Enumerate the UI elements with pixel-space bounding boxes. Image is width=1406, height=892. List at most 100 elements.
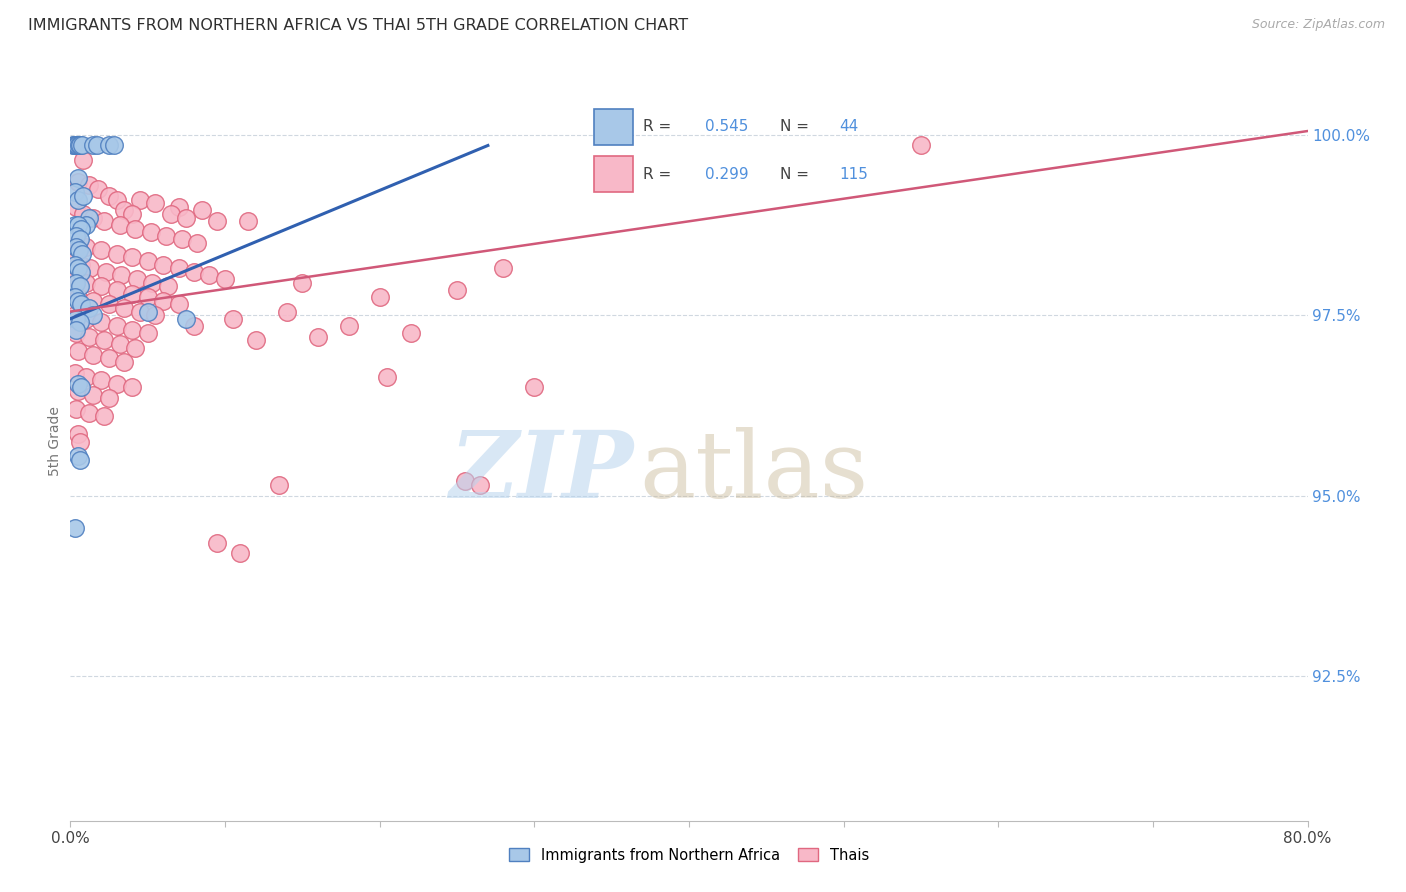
Point <box>124 341 146 355</box>
Point <box>121 286 143 301</box>
Point <box>90 279 112 293</box>
Point <box>77 211 100 225</box>
Point <box>70 221 93 235</box>
Point <box>63 366 86 380</box>
Point <box>67 449 90 463</box>
Point <box>93 334 115 348</box>
Point <box>174 211 197 225</box>
Point <box>70 265 93 279</box>
Point <box>75 218 97 232</box>
Point <box>110 268 132 283</box>
Point <box>152 258 174 272</box>
Point <box>124 221 146 235</box>
Point <box>65 138 87 153</box>
Point <box>67 138 90 153</box>
Point <box>98 297 120 311</box>
Point <box>69 232 91 246</box>
Point <box>121 207 143 221</box>
Point <box>103 138 125 153</box>
Text: ZIP: ZIP <box>449 427 633 516</box>
Point <box>377 369 399 384</box>
Point <box>229 546 252 560</box>
Point <box>63 218 86 232</box>
Point <box>82 211 105 225</box>
Point <box>207 214 229 228</box>
Point <box>183 265 205 279</box>
Point <box>368 290 391 304</box>
Point <box>82 293 105 308</box>
Point <box>65 402 87 417</box>
Point <box>470 478 492 492</box>
Point <box>523 380 546 394</box>
Point <box>87 182 110 196</box>
Point <box>65 272 87 286</box>
Point <box>139 225 162 239</box>
Point <box>276 304 298 318</box>
Point <box>75 276 97 290</box>
Point <box>198 268 221 283</box>
Point <box>155 228 177 243</box>
Point <box>66 138 89 153</box>
Point <box>129 304 152 318</box>
Point <box>65 239 87 253</box>
Point <box>67 218 90 232</box>
Point <box>93 214 115 228</box>
Point <box>69 452 91 467</box>
Point <box>69 279 91 293</box>
Point <box>90 243 112 257</box>
Point <box>63 254 86 268</box>
Point <box>114 301 135 315</box>
Point <box>65 276 87 290</box>
Point <box>98 138 120 153</box>
Point <box>98 189 120 203</box>
Point <box>136 326 159 341</box>
Point <box>82 138 105 153</box>
Point <box>67 261 90 276</box>
Point <box>105 247 128 261</box>
Point <box>75 311 97 326</box>
Point <box>90 373 112 387</box>
Point <box>399 326 422 341</box>
Point <box>222 311 245 326</box>
Point <box>910 138 932 153</box>
Point <box>75 239 97 253</box>
Point <box>125 272 148 286</box>
Point <box>141 276 163 290</box>
Point <box>121 323 143 337</box>
Point <box>108 218 131 232</box>
Point <box>62 138 84 153</box>
Point <box>72 207 94 221</box>
Point <box>67 193 90 207</box>
Point <box>93 409 115 424</box>
Point <box>82 348 105 362</box>
Point <box>69 315 91 329</box>
Point <box>70 297 93 311</box>
Point <box>72 153 94 167</box>
Point <box>136 254 159 268</box>
Point <box>167 200 190 214</box>
Point <box>67 171 90 186</box>
Point <box>67 427 90 442</box>
Point <box>183 318 205 333</box>
Point <box>67 235 90 250</box>
Point <box>291 276 314 290</box>
Point <box>114 203 135 218</box>
Point <box>70 258 93 272</box>
Point <box>70 247 93 261</box>
Point <box>77 330 100 344</box>
Point <box>307 330 329 344</box>
Point <box>136 290 159 304</box>
Point <box>492 261 515 276</box>
Text: atlas: atlas <box>640 427 869 516</box>
Point <box>238 214 260 228</box>
Point <box>98 391 120 405</box>
Point <box>67 384 90 398</box>
Point <box>156 279 179 293</box>
Point <box>145 196 166 211</box>
Legend: Immigrants from Northern Africa, Thais: Immigrants from Northern Africa, Thais <box>502 840 876 871</box>
Point <box>82 387 105 401</box>
Point <box>82 308 105 322</box>
Point <box>77 406 100 420</box>
Point <box>191 203 214 218</box>
Point <box>174 311 197 326</box>
